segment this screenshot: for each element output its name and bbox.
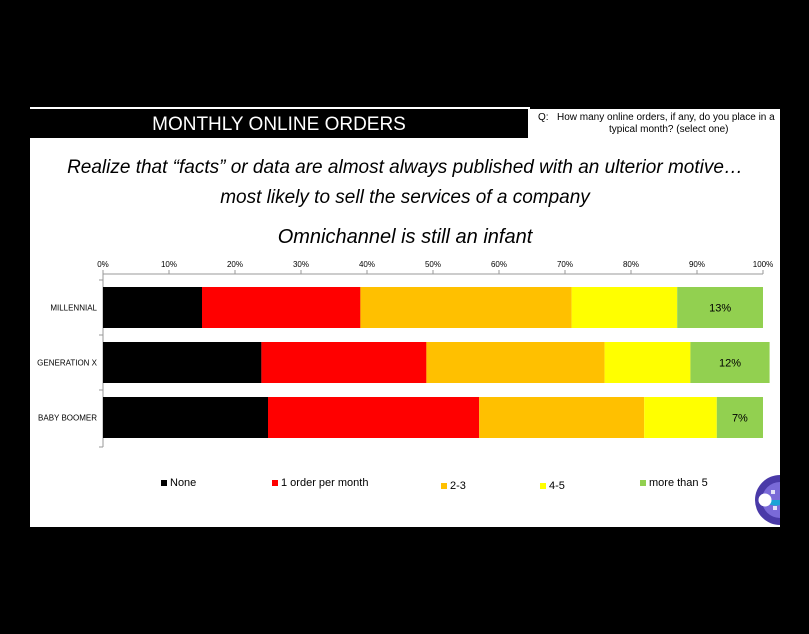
stacked-bar-chart: 0% 10% 20% 30% 40% 50% 60% 70% 80% 90% 100% MILLENN… xyxy=(37,260,773,448)
legend-item: 4-5 xyxy=(540,480,565,492)
x-tick-label: 40% xyxy=(359,260,375,269)
legend-label: more than 5 xyxy=(649,477,708,489)
x-tick-label: 10% xyxy=(161,260,177,269)
headline-line-1: Realize that “facts” or data are almost … xyxy=(67,157,743,178)
bar-segment xyxy=(103,397,268,438)
x-tick-label: 60% xyxy=(491,260,507,269)
bar-segment xyxy=(716,397,763,438)
legend-item: more than 5 xyxy=(640,477,708,489)
bar-segment xyxy=(268,397,480,438)
bar-segment xyxy=(360,287,572,328)
category-label: MILLENNIAL xyxy=(50,304,97,313)
bar-segment xyxy=(426,342,605,383)
chart-legend: None 1 order per month 2-3 4-5 more than 5 xyxy=(30,477,780,497)
bar-segment xyxy=(604,342,691,383)
legend-swatch xyxy=(441,483,447,489)
x-tick-label: 100% xyxy=(753,260,773,269)
headline-line-3: Omnichannel is still an infant xyxy=(277,226,533,248)
slide-title: MONTHLY ONLINE ORDERS xyxy=(152,114,406,135)
legend-swatch xyxy=(540,483,546,489)
x-tick-label: 0% xyxy=(97,260,109,269)
category-label: GENERATION X xyxy=(37,359,98,368)
x-tick-label: 20% xyxy=(227,260,243,269)
bar-segment xyxy=(644,397,717,438)
x-tick-label: 90% xyxy=(689,260,705,269)
x-tick-label: 50% xyxy=(425,260,441,269)
data-label: 13% xyxy=(709,303,731,315)
title-bar: MONTHLY ONLINE ORDERS xyxy=(30,107,528,138)
legend-item: 1 order per month xyxy=(272,477,368,489)
legend-item: None xyxy=(161,477,196,489)
x-tick-label: 80% xyxy=(623,260,639,269)
bar-segment xyxy=(677,287,763,328)
question-text-line-2: typical month? (select one) xyxy=(609,124,729,135)
legend-label: 2-3 xyxy=(450,480,466,492)
data-label: 12% xyxy=(719,358,741,370)
legend-swatch xyxy=(161,480,167,486)
bar-segment xyxy=(103,287,202,328)
bar-segment xyxy=(571,287,678,328)
legend-label: 4-5 xyxy=(549,480,565,492)
category-label: BABY BOOMER xyxy=(38,414,97,423)
question-text-line-1: How many online orders, if any, do you p… xyxy=(557,112,775,123)
legend-label: 1 order per month xyxy=(281,477,369,489)
bar-segment xyxy=(261,342,427,383)
legend-swatch xyxy=(640,480,646,486)
bar-segment xyxy=(479,397,645,438)
question-prefix: Q: xyxy=(538,112,549,123)
x-tick-label: 30% xyxy=(293,260,309,269)
brand-logo-badge xyxy=(755,475,780,525)
legend-swatch xyxy=(272,480,278,486)
slide: MONTHLY ONLINE ORDERS Q: How many online… xyxy=(30,107,780,527)
legend-item: 2-3 xyxy=(441,480,466,492)
legend-label: None xyxy=(170,477,197,489)
bar-segment xyxy=(202,287,361,328)
question-box: Q: How many online orders, if any, do yo… xyxy=(530,107,780,138)
x-tick-label: 70% xyxy=(557,260,573,269)
headline-line-2: most likely to sell the services of a co… xyxy=(220,187,590,208)
data-label: 7% xyxy=(732,413,748,425)
bar-segment xyxy=(690,342,770,383)
bar-segment xyxy=(103,342,262,383)
